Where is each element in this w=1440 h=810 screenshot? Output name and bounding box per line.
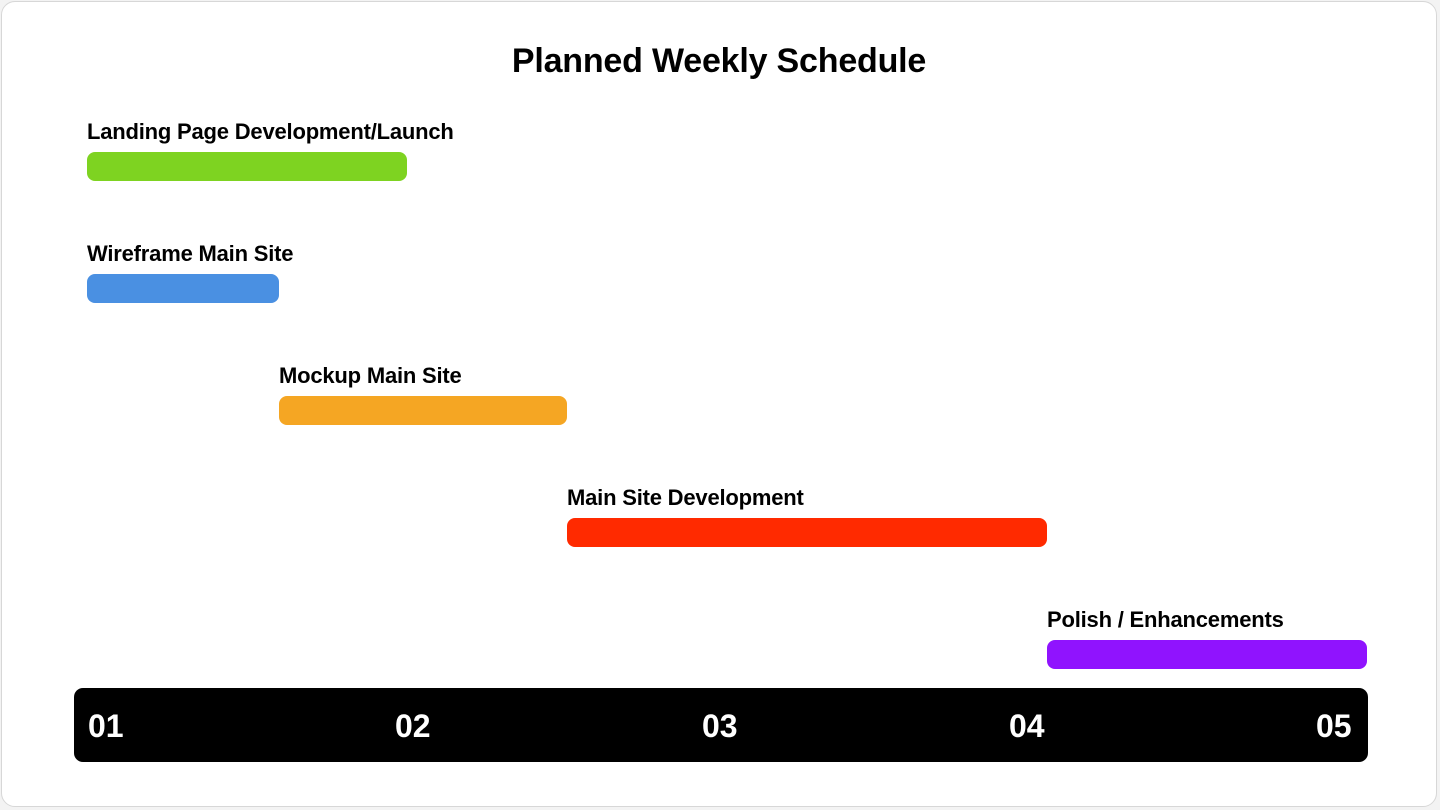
x-tick-label: 05 xyxy=(1316,708,1352,744)
task-label: Polish / Enhancements xyxy=(1047,607,1284,632)
chart-title: Planned Weekly Schedule xyxy=(511,42,927,80)
task-bar xyxy=(567,518,1047,547)
task-label: Wireframe Main Site xyxy=(87,241,294,266)
task-bar xyxy=(279,396,567,425)
x-tick-label: 01 xyxy=(88,708,124,744)
x-tick-label: 02 xyxy=(395,708,431,744)
x-tick-label: 04 xyxy=(1009,708,1045,744)
task-label: Landing Page Development/Launch xyxy=(87,119,454,144)
task-bar xyxy=(87,152,407,181)
task-label: Mockup Main Site xyxy=(279,363,462,388)
task-label: Main Site Development xyxy=(567,485,804,510)
x-axis-band xyxy=(74,688,1368,762)
task-bar xyxy=(1047,640,1367,669)
task-bar xyxy=(87,274,279,303)
x-tick-label: 03 xyxy=(702,708,738,744)
